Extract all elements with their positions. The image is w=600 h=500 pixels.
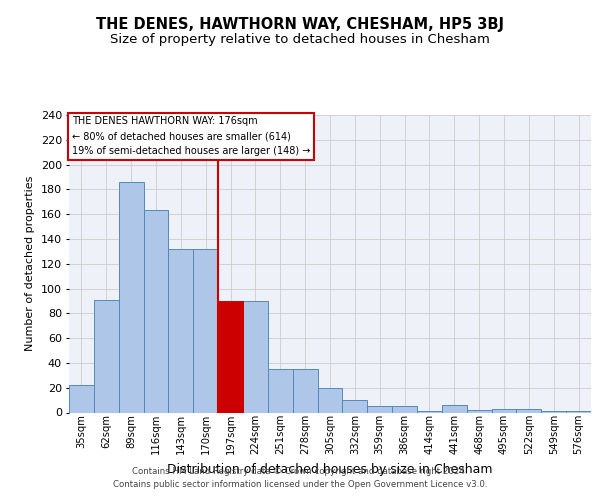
Bar (193, 249, 218, 412)
Bar (169, 249, 193, 412)
Text: THE DENES, HAWTHORN WAY, CHESHAM, HP5 3BJ: THE DENES, HAWTHORN WAY, CHESHAM, HP5 3B… (96, 18, 504, 32)
Bar (517, 409, 541, 412)
Bar (119, 182, 143, 412)
Bar (143, 210, 169, 412)
X-axis label: Distribution of detached houses by size in Chesham: Distribution of detached houses by size … (167, 462, 493, 475)
Y-axis label: Number of detached properties: Number of detached properties (25, 176, 35, 352)
Text: THE DENES HAWTHORN WAY: 176sqm
← 80% of detached houses are smaller (614)
19% of: THE DENES HAWTHORN WAY: 176sqm ← 80% of … (71, 116, 310, 156)
Bar (317, 388, 343, 412)
Bar (491, 409, 517, 412)
Bar (367, 406, 392, 412)
Bar (243, 301, 268, 412)
Bar (218, 301, 243, 412)
Text: Contains HM Land Registry data © Crown copyright and database right 2024.: Contains HM Land Registry data © Crown c… (132, 467, 468, 476)
Text: Size of property relative to detached houses in Chesham: Size of property relative to detached ho… (110, 32, 490, 46)
Bar (343, 400, 367, 412)
Bar (69, 385, 94, 412)
Bar (94, 300, 119, 412)
Bar (442, 405, 467, 412)
Text: Contains public sector information licensed under the Open Government Licence v3: Contains public sector information licen… (113, 480, 487, 489)
Bar (392, 406, 417, 412)
Bar (268, 369, 293, 412)
Bar (293, 369, 317, 412)
Bar (467, 410, 491, 412)
